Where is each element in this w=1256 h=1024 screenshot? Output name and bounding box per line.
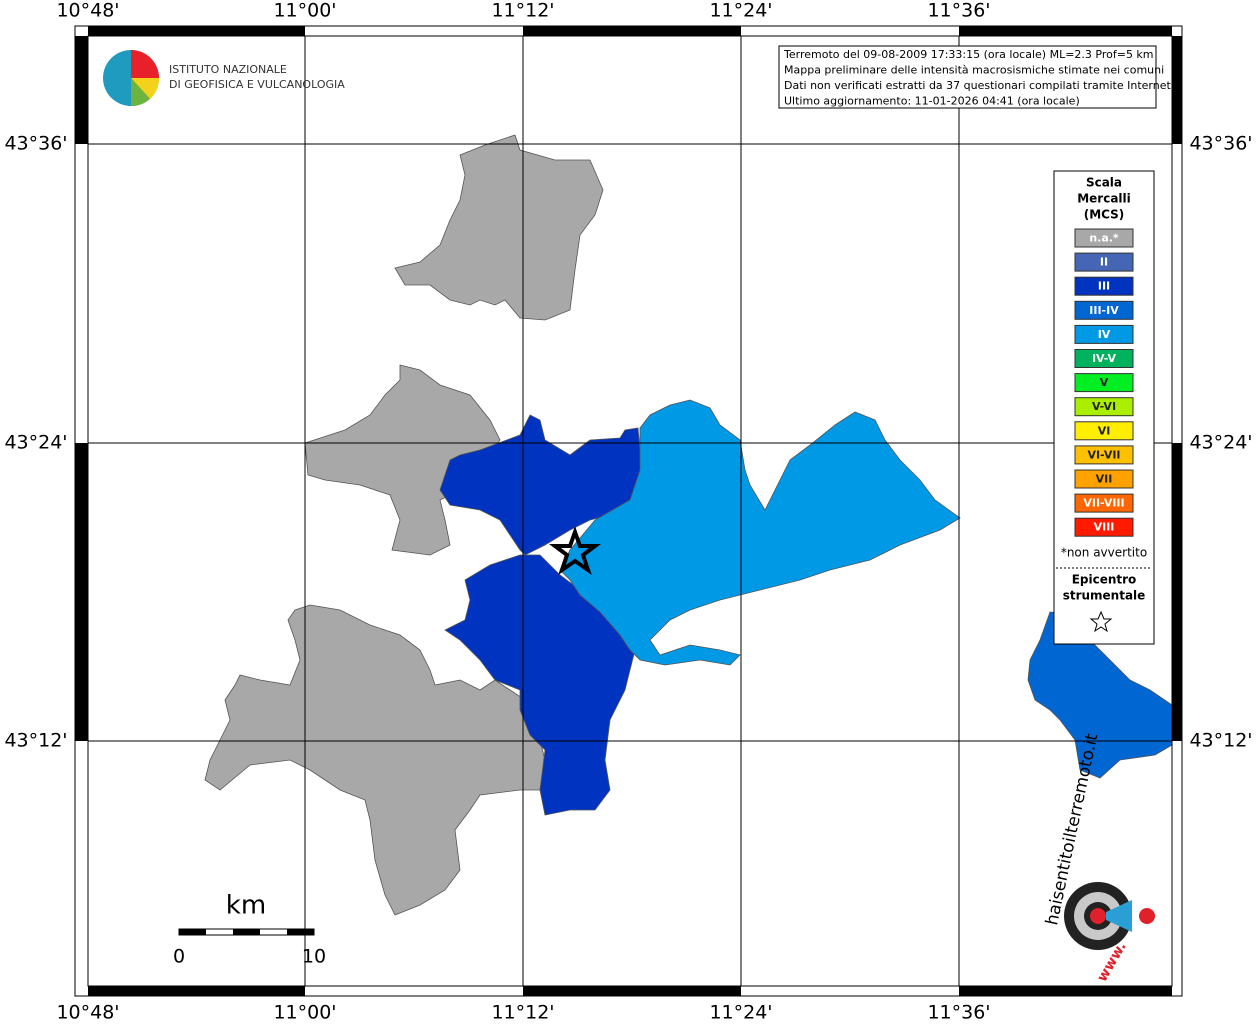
legend-label: V <box>1100 376 1109 389</box>
legend-swatch <box>1074 469 1134 489</box>
legend-swatch <box>1074 300 1134 320</box>
lat-label: 43°36' <box>4 133 67 155</box>
legend-swatch <box>1074 493 1134 513</box>
legend-label: VI <box>1098 424 1111 437</box>
legend-label: VII <box>1096 473 1113 486</box>
frame-bar <box>523 26 741 36</box>
epicenter-star <box>549 526 601 576</box>
lat-label: 43°24' <box>1189 432 1252 454</box>
frame-bar <box>959 26 1172 36</box>
legend-swatch <box>1074 252 1134 272</box>
legend-swatch <box>1074 276 1134 296</box>
legend-title: Scala <box>1086 176 1122 190</box>
badge-horn <box>1106 900 1132 932</box>
legend-swatch <box>1074 324 1134 344</box>
info-line: Dati non verificati estratti da 37 quest… <box>784 79 1174 92</box>
badge-dot <box>1090 908 1106 924</box>
logo-globe-part <box>131 78 150 107</box>
legend-title: Mercalli <box>1077 192 1131 206</box>
scale-segment <box>233 929 260 935</box>
logo-text: ISTITUTO NAZIONALE <box>169 63 287 76</box>
legend-epicenter: strumentale <box>1063 589 1146 603</box>
scale-max: 10 <box>302 946 326 968</box>
frame-bar <box>75 36 88 144</box>
lon-label: 11°36' <box>927 0 990 22</box>
info-line: Mappa preliminare delle intensità macros… <box>784 64 1164 77</box>
lat-label: 43°24' <box>4 432 67 454</box>
scale-segment <box>179 929 206 935</box>
lon-label: 10°48' <box>56 0 119 22</box>
scale-unit: km <box>226 891 266 921</box>
scale-segment <box>287 929 314 935</box>
legend-label: VII-VIII <box>1083 497 1124 510</box>
legend-label: III-IV <box>1089 304 1119 317</box>
legend-swatch <box>1074 517 1134 537</box>
municipality <box>394 134 604 321</box>
lat-label: 43°12' <box>4 730 67 752</box>
municipality <box>204 604 546 916</box>
legend-swatch <box>1074 228 1134 248</box>
lat-label: 43°12' <box>1189 730 1252 752</box>
legend-label: III <box>1098 280 1110 293</box>
scale-min: 0 <box>173 946 185 968</box>
frame-bar <box>959 986 1172 996</box>
lon-label: 11°36' <box>927 1002 990 1024</box>
lon-label: 11°12' <box>491 0 554 22</box>
frame-bar <box>1172 443 1182 741</box>
municipality <box>1027 611 1173 779</box>
legend-swatch <box>1074 373 1134 393</box>
lat-label: 43°36' <box>1189 133 1252 155</box>
legend-epicenter: Epicentro <box>1072 573 1137 587</box>
logo-globe-part <box>131 78 160 99</box>
legend-label: VI-VII <box>1087 448 1120 461</box>
frame-bar <box>523 986 741 996</box>
frame-bar <box>75 443 88 741</box>
info-line: Ultimo aggiornamento: 11-01-2026 04:41 (… <box>784 95 1080 108</box>
frame-bar <box>88 986 305 996</box>
frame-bar <box>88 26 305 36</box>
logo-globe-part <box>131 50 159 78</box>
legend-swatch <box>1074 349 1134 368</box>
legend-label: V-VI <box>1092 400 1116 413</box>
legend-title: (MCS) <box>1084 208 1125 222</box>
legend-label: IV-V <box>1092 352 1117 365</box>
logo-text: DI GEOFISICA E VULCANOLOGIA <box>169 78 345 91</box>
lon-label: 11°00' <box>273 0 336 22</box>
legend-label: IV <box>1098 328 1111 341</box>
frame-bar <box>1172 36 1182 144</box>
legend-swatch <box>1074 397 1134 417</box>
legend-label: n.a.* <box>1089 232 1119 245</box>
legend-label: VIII <box>1094 521 1115 534</box>
lon-label: 11°24' <box>709 0 772 22</box>
legend-star <box>1089 610 1113 633</box>
lon-label: 11°12' <box>491 1002 554 1024</box>
municipality <box>559 399 961 666</box>
legend-note: *non avvertito <box>1061 546 1147 560</box>
lon-label: 11°00' <box>273 1002 336 1024</box>
legend-swatch <box>1074 445 1134 465</box>
info-line: Terremoto del 09-08-2009 17:33:15 (ora l… <box>783 48 1154 61</box>
lon-label: 10°48' <box>56 1002 119 1024</box>
legend-swatch <box>1074 421 1134 441</box>
badge-question <box>1139 908 1155 924</box>
lon-label: 11°24' <box>709 1002 772 1024</box>
legend-label: II <box>1100 256 1108 269</box>
info-box <box>778 45 1157 109</box>
